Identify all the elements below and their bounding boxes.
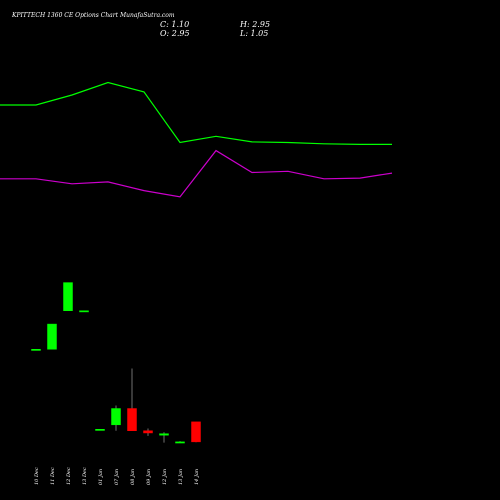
x-tick-label: 13 Dec: [82, 467, 88, 485]
low-value: L: 1.05: [240, 29, 269, 38]
close-value: C: 1.10: [160, 20, 190, 29]
x-tick-label: 08 Jan: [130, 469, 136, 485]
candle-body: [95, 429, 105, 431]
chart-title: KPITTECH 1360 CE Options Chart MunafaSut…: [12, 12, 175, 19]
x-tick-label: 07 Jan: [114, 469, 120, 485]
candle-body: [143, 430, 153, 434]
x-tick-label: 01 Jan: [98, 469, 104, 485]
candle-body: [63, 282, 73, 311]
x-tick-label: 14 Jan: [194, 469, 200, 485]
high-value: H: 2.95: [240, 20, 271, 29]
candle-body: [127, 408, 137, 431]
open-value: O: 2.95: [160, 29, 190, 38]
candle-body: [31, 349, 41, 351]
candle-body: [47, 323, 57, 350]
candle-body: [79, 310, 89, 313]
x-tick-label: 11 Dec: [50, 467, 56, 485]
x-tick-label: 09 Jan: [146, 469, 152, 485]
line-series-1: [0, 81, 392, 145]
x-tick-label: 10 Dec: [34, 467, 40, 485]
x-tick-label: 12 Dec: [66, 467, 72, 485]
candle-body: [159, 433, 169, 436]
line-series-2: [0, 149, 393, 198]
candle-body: [175, 441, 185, 444]
candle-body: [111, 408, 121, 426]
x-tick-label: 12 Jan: [162, 469, 168, 485]
x-tick-label: 13 Jan: [178, 469, 184, 485]
candle-body: [191, 421, 201, 443]
